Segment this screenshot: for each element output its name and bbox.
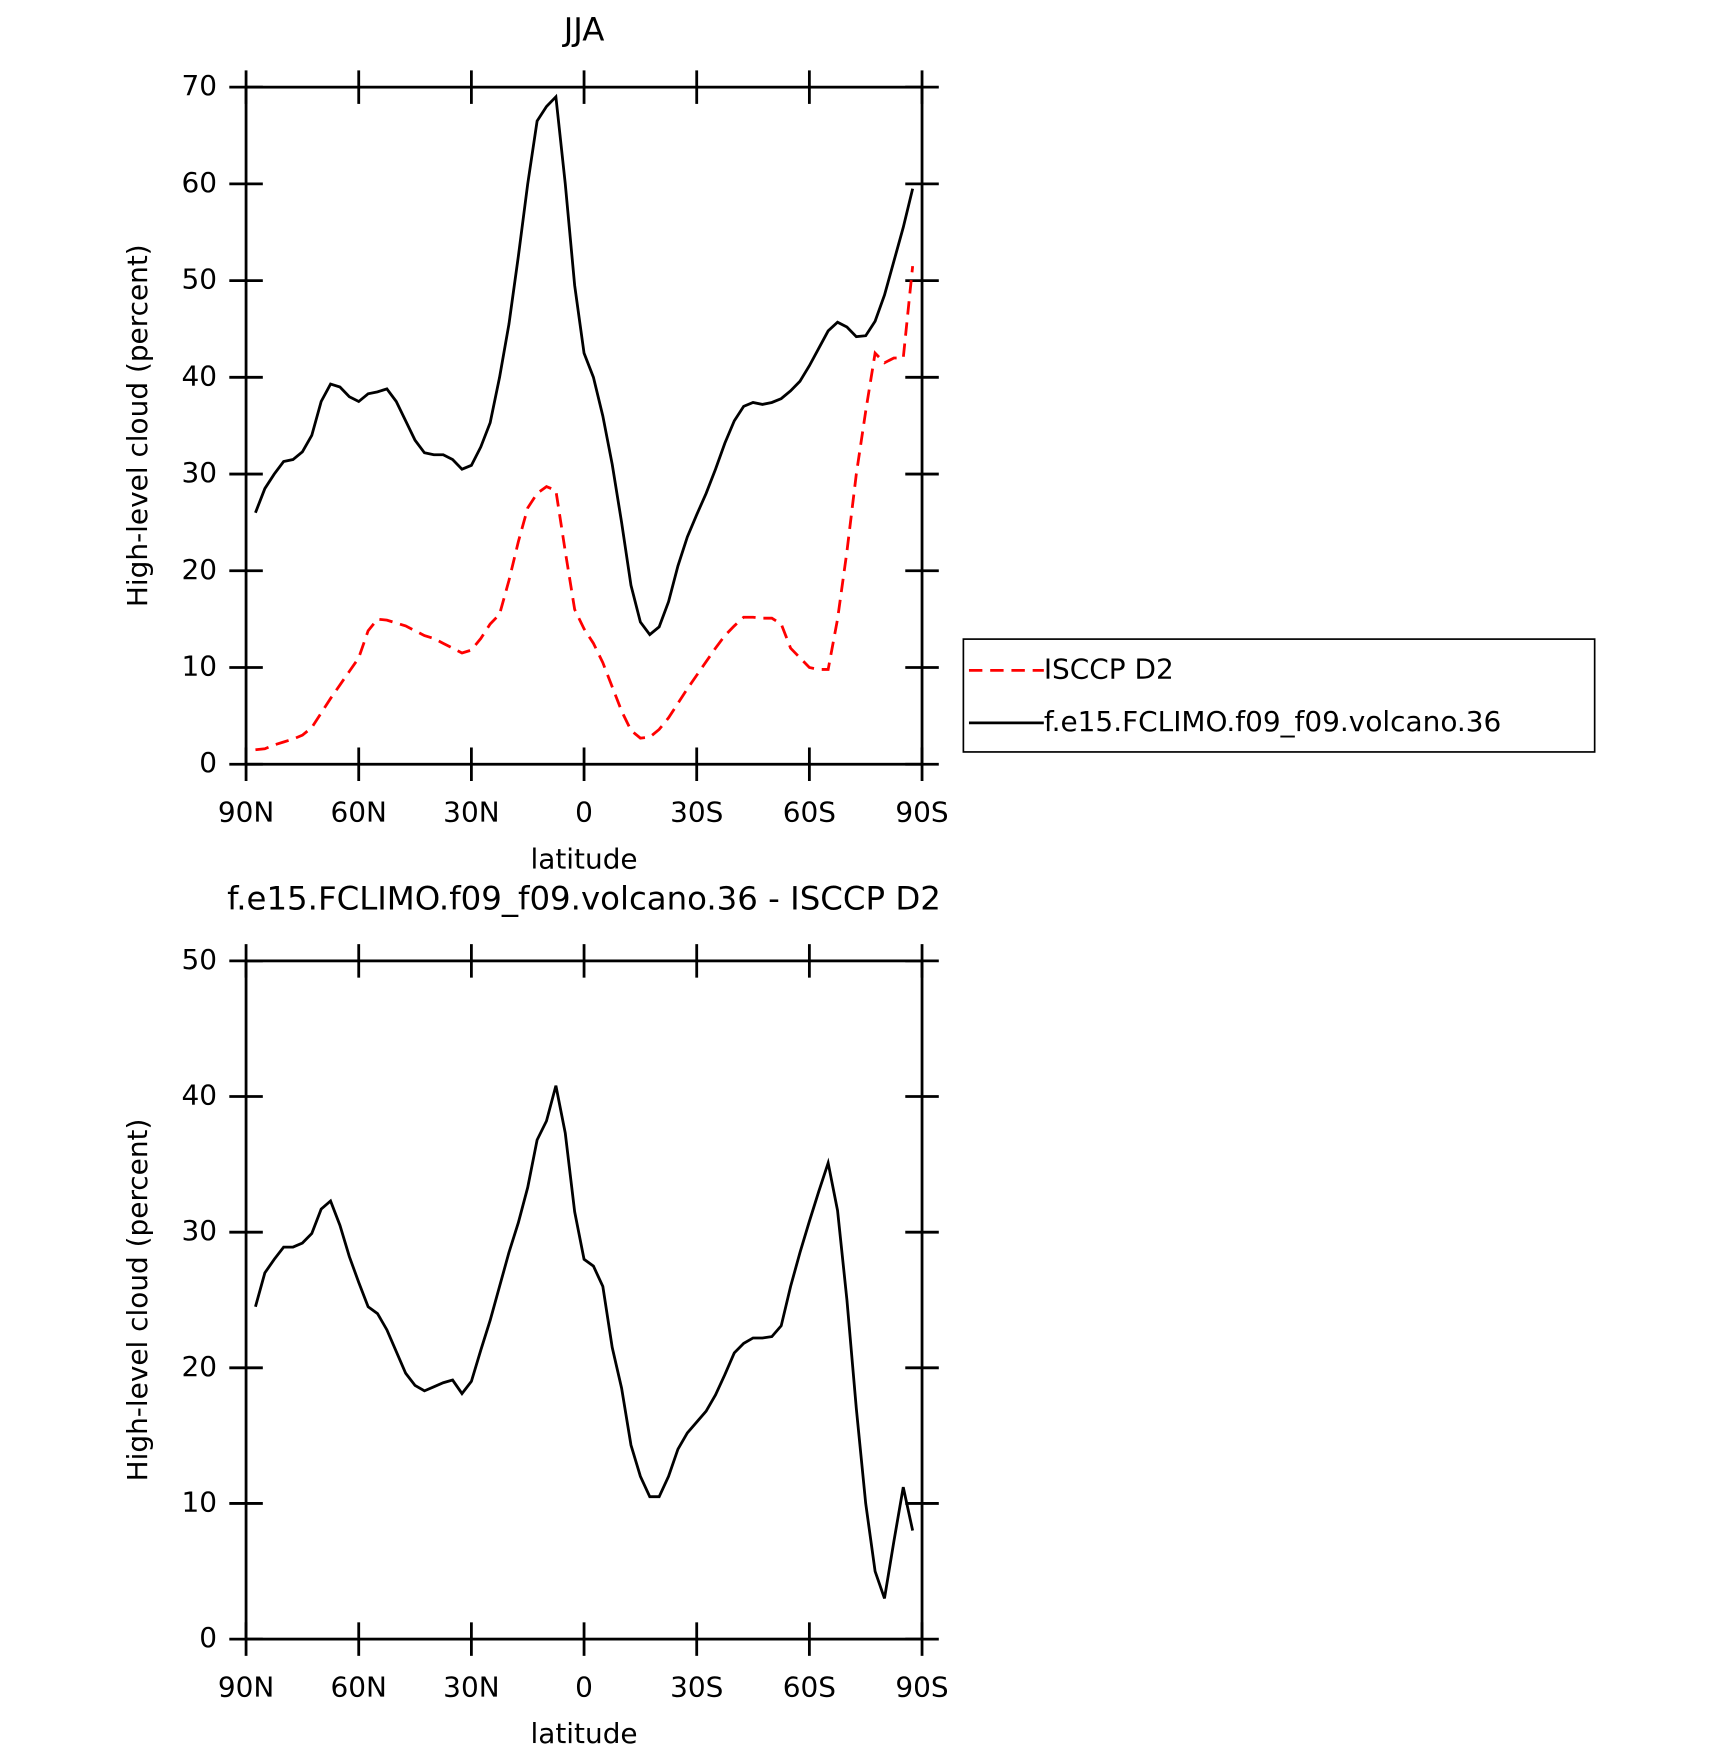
y-tick-label: 50	[181, 943, 217, 976]
y-tick-label: 20	[181, 553, 217, 586]
chart-title: f.e15.FCLIMO.f09_f09.volcano.36 - ISCCP …	[227, 880, 941, 918]
data-line	[254, 93, 915, 637]
y-tick-label: 10	[181, 650, 217, 683]
plot-frame	[244, 959, 924, 1641]
x-axis-label: latitude	[530, 842, 637, 875]
x-tick-label: 30N	[443, 795, 499, 828]
x-tick-label: 30S	[670, 1670, 723, 1703]
data-line	[255, 265, 915, 752]
x-tick-label: 30N	[443, 1670, 499, 1703]
x-tick-label: 90N	[218, 1670, 274, 1703]
y-tick-label: 10	[181, 1485, 217, 1518]
legend-label: ISCCP D2	[1044, 652, 1174, 685]
legend-label: f.e15.FCLIMO.f09_f09.volcano.36	[1044, 705, 1502, 738]
x-tick-label: 90S	[895, 1670, 948, 1703]
y-tick-label: 30	[181, 1214, 217, 1247]
x-axis-label: latitude	[530, 1717, 637, 1750]
y-tick-label: 0	[199, 746, 217, 779]
x-tick-label: 90N	[218, 795, 274, 828]
y-axis-label: High-level cloud (percent)	[121, 244, 154, 607]
y-tick-label: 40	[181, 1079, 217, 1112]
y-tick-label: 20	[181, 1350, 217, 1383]
y-tick-label: 40	[181, 359, 217, 392]
x-tick-label: 90S	[895, 795, 948, 828]
x-tick-label: 30S	[670, 795, 723, 828]
x-tick-label: 60S	[783, 1670, 836, 1703]
x-tick-label: 0	[575, 1670, 593, 1703]
x-tick-label: 60N	[331, 1670, 387, 1703]
legend-box	[962, 638, 1596, 753]
y-tick-label: 50	[181, 263, 217, 296]
y-tick-label: 70	[181, 69, 217, 102]
x-tick-label: 0	[575, 795, 593, 828]
x-tick-label: 60N	[331, 795, 387, 828]
y-tick-label: 0	[199, 1621, 217, 1654]
data-line	[254, 1085, 915, 1599]
plot-frame	[244, 85, 924, 766]
x-tick-label: 60S	[783, 795, 836, 828]
y-tick-label: 60	[181, 166, 217, 199]
y-axis-label: High-level cloud (percent)	[121, 1119, 154, 1482]
chart-title: JJA	[562, 10, 605, 48]
y-tick-label: 30	[181, 456, 217, 489]
